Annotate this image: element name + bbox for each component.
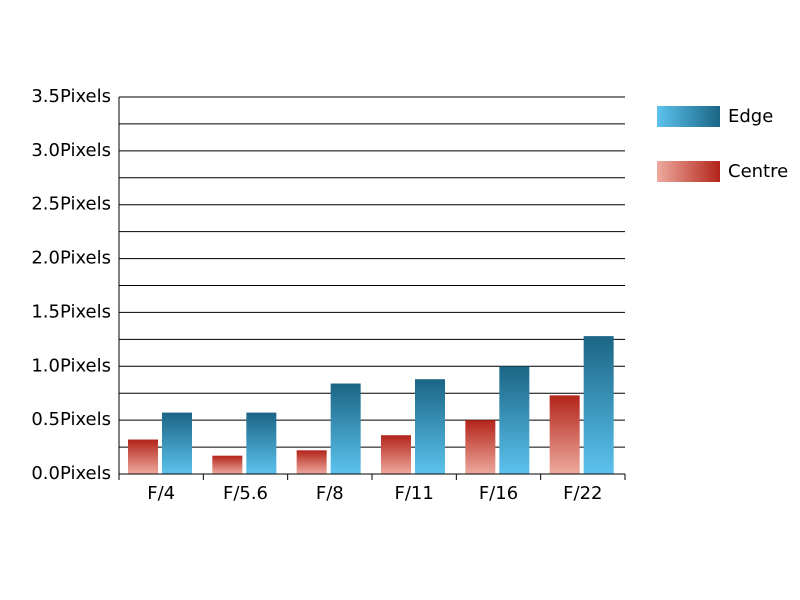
legend-swatch xyxy=(657,161,720,182)
legend-label: Centre xyxy=(728,161,788,182)
bar xyxy=(465,420,496,474)
y-tick-label: 0.5Pixels xyxy=(31,409,111,430)
y-tick-label: 3.5Pixels xyxy=(31,86,111,107)
bar xyxy=(212,455,243,474)
legend-label: Edge xyxy=(728,106,773,127)
bar xyxy=(128,439,158,474)
x-tick-label: F/22 xyxy=(563,483,602,504)
legend-swatch xyxy=(657,106,720,127)
y-tick-label: 1.5Pixels xyxy=(31,301,111,322)
bar xyxy=(296,450,327,474)
x-tick-label: F/8 xyxy=(316,483,344,504)
bar xyxy=(549,395,580,474)
y-tick-label: 1.0Pixels xyxy=(31,355,111,376)
x-tick-label: F/5.6 xyxy=(223,483,268,504)
bar xyxy=(162,412,192,474)
x-tick-label: F/16 xyxy=(479,483,518,504)
bar xyxy=(415,379,445,474)
y-tick-label: 2.0Pixels xyxy=(31,248,111,269)
bar xyxy=(330,383,361,474)
x-tick-label: F/4 xyxy=(147,483,175,504)
y-tick-label: 0.0Pixels xyxy=(31,463,111,484)
bar xyxy=(583,336,614,474)
x-tick-label: F/11 xyxy=(395,483,434,504)
bar xyxy=(246,412,277,474)
bar xyxy=(499,366,530,474)
y-tick-label: 3.0Pixels xyxy=(31,140,111,161)
bar xyxy=(381,435,411,474)
y-tick-label: 2.5Pixels xyxy=(31,194,111,215)
